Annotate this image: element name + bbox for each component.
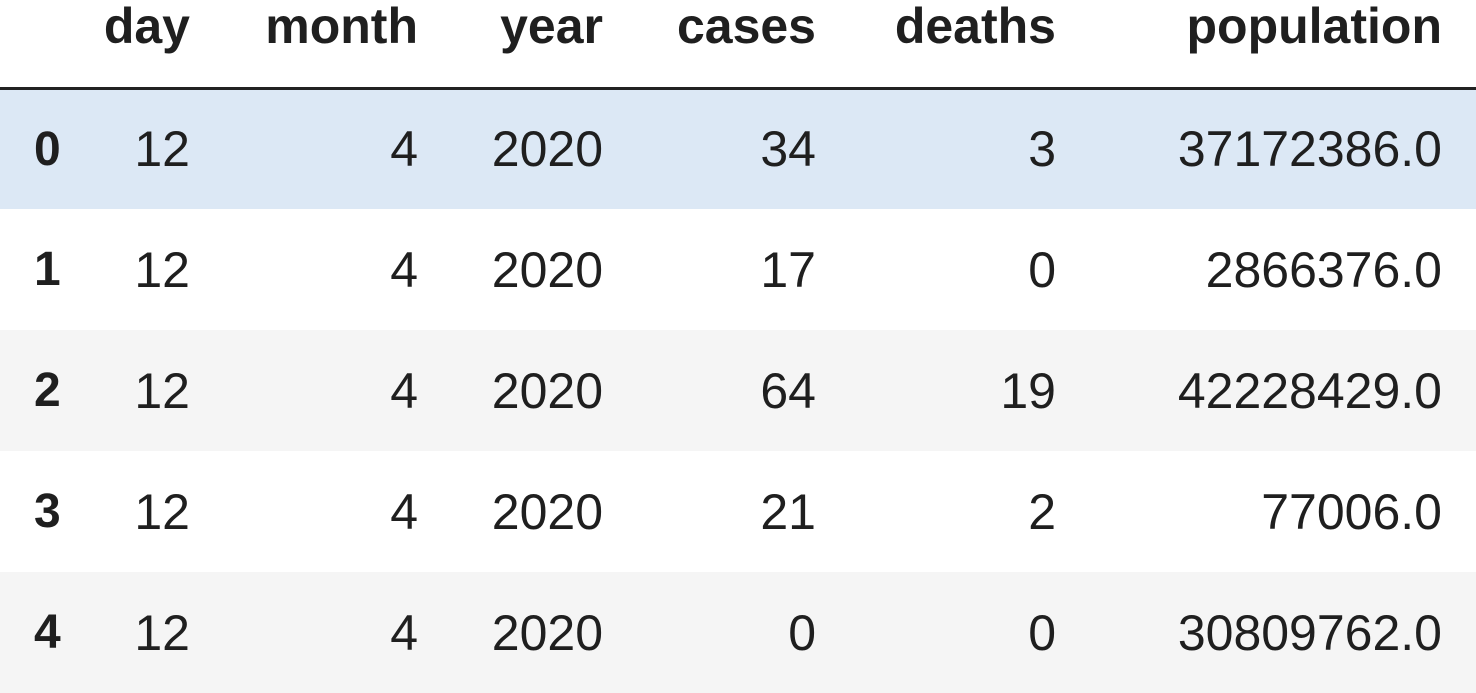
cell-cases: 0 xyxy=(788,604,816,661)
table-row: 1 12 4 2020 17 0 2866376.0 xyxy=(0,209,1476,330)
cell-year: 2020 xyxy=(491,604,603,661)
row-index: 0 xyxy=(34,122,61,176)
table-row: 4 12 4 2020 0 0 30809762.0 xyxy=(0,572,1476,693)
cell-day: 12 xyxy=(134,604,190,661)
table-row: 2 12 4 2020 64 19 42228429.0 xyxy=(0,330,1476,451)
column-header-day: day xyxy=(96,0,224,90)
cell-month: 4 xyxy=(390,604,418,661)
cell-deaths: 0 xyxy=(1028,604,1056,661)
cell-deaths: 0 xyxy=(1028,241,1056,298)
column-header-year: year xyxy=(452,0,637,90)
cell-cases: 17 xyxy=(760,241,816,298)
column-header-deaths: deaths xyxy=(850,0,1090,90)
table-header-row: day month year cases deaths population xyxy=(0,0,1476,90)
cell-population: 37172386.0 xyxy=(1177,121,1442,178)
cell-deaths: 3 xyxy=(1028,121,1056,178)
cell-population: 42228429.0 xyxy=(1177,362,1442,419)
cell-cases: 34 xyxy=(760,121,816,178)
cell-cases: 64 xyxy=(760,362,816,419)
column-header-cases: cases xyxy=(637,0,850,90)
cell-day: 12 xyxy=(134,483,190,540)
row-index: 1 xyxy=(34,243,61,296)
column-header-index xyxy=(0,0,96,90)
cell-day: 12 xyxy=(134,241,190,298)
row-index: 3 xyxy=(34,485,61,538)
cell-year: 2020 xyxy=(491,362,603,419)
cell-day: 12 xyxy=(134,362,190,419)
cell-deaths: 2 xyxy=(1028,483,1056,540)
cell-cases: 21 xyxy=(760,483,816,540)
cell-population: 30809762.0 xyxy=(1177,604,1442,661)
column-header-month: month xyxy=(224,0,452,90)
cell-year: 2020 xyxy=(491,121,603,178)
cell-month: 4 xyxy=(390,362,418,419)
cell-month: 4 xyxy=(390,241,418,298)
cell-year: 2020 xyxy=(491,483,603,540)
cell-day: 12 xyxy=(134,121,190,178)
cell-month: 4 xyxy=(390,483,418,540)
cell-deaths: 19 xyxy=(1000,362,1056,419)
table-row: 3 12 4 2020 21 2 77006.0 xyxy=(0,451,1476,572)
cell-population: 77006.0 xyxy=(1261,483,1442,540)
row-index: 2 xyxy=(34,364,61,417)
cell-population: 2866376.0 xyxy=(1205,241,1442,298)
cell-year: 2020 xyxy=(491,241,603,298)
row-index: 4 xyxy=(34,606,61,659)
column-header-population: population xyxy=(1090,0,1476,90)
table-row: 0 12 4 2020 34 3 37172386.0 xyxy=(0,88,1476,209)
cell-month: 4 xyxy=(390,121,418,178)
